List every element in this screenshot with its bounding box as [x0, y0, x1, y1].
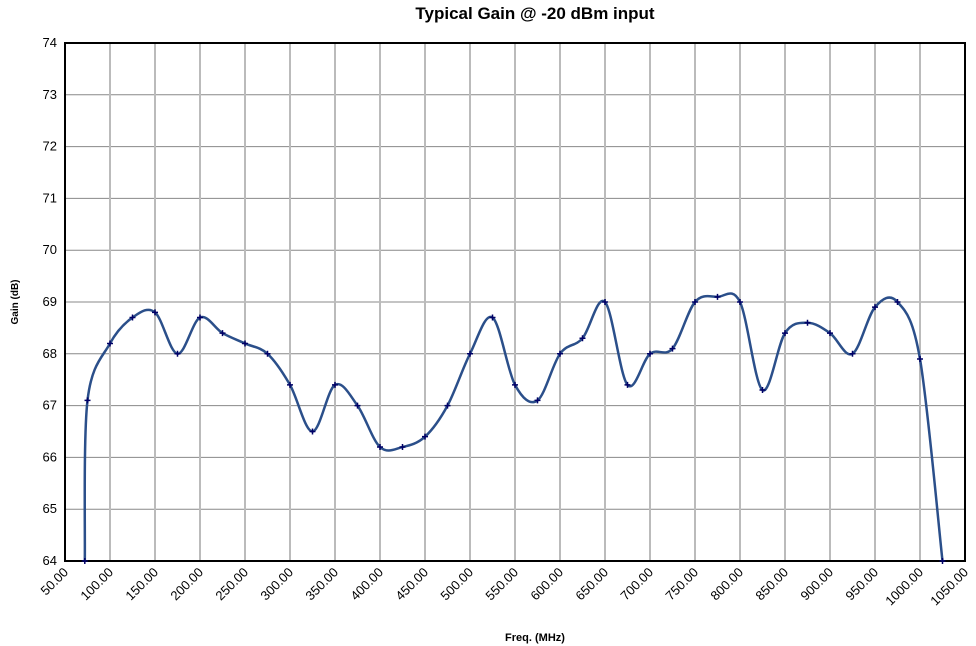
data-marker — [894, 299, 901, 305]
data-marker — [669, 345, 676, 352]
data-marker — [84, 397, 91, 404]
x-tick-label: 750.00 — [662, 565, 701, 604]
series-line — [83, 292, 944, 562]
data-marker — [534, 397, 541, 404]
x-tick-label: 900.00 — [797, 565, 836, 604]
data-marker — [804, 319, 811, 326]
x-tick-label: 800.00 — [707, 565, 746, 604]
x-tick-label: 50.00 — [38, 565, 72, 599]
data-marker — [849, 350, 856, 357]
x-tick-label: 200.00 — [167, 565, 206, 604]
y-tick-label: 66 — [43, 449, 57, 464]
y-tick-label: 72 — [43, 139, 57, 154]
y-tick-label: 64 — [43, 553, 57, 568]
x-tick-label: 500.00 — [437, 565, 476, 604]
y-tick-label: 68 — [43, 346, 57, 361]
x-tick-label: 850.00 — [752, 565, 791, 604]
x-axis-label: Freq. (MHz) — [505, 632, 565, 644]
data-marker — [444, 402, 451, 409]
y-tick-label: 70 — [43, 242, 57, 257]
y-tick-label: 65 — [43, 501, 57, 516]
y-axis-label: Gain (dB) — [10, 280, 21, 325]
data-marker — [692, 299, 698, 305]
data-marker — [174, 350, 181, 357]
data-marker — [197, 314, 203, 321]
x-tick-label: 400.00 — [347, 565, 386, 604]
data-marker — [714, 293, 721, 300]
data-marker — [309, 428, 316, 435]
data-marker — [917, 355, 923, 362]
data-marker — [827, 330, 833, 337]
x-tick-label: 450.00 — [392, 565, 431, 604]
data-marker — [624, 381, 631, 388]
data-marker — [264, 350, 271, 357]
x-tick-label: 550.00 — [482, 565, 521, 604]
y-tick-label: 71 — [43, 190, 57, 205]
data-marker — [152, 309, 158, 316]
data-marker — [242, 340, 248, 347]
data-marker — [602, 299, 608, 305]
y-tick-label: 74 — [43, 35, 57, 50]
x-tick-label: 100.00 — [77, 565, 116, 604]
data-marker — [759, 387, 766, 394]
x-tick-label: 1000.00 — [882, 565, 926, 609]
data-marker — [579, 335, 586, 342]
data-marker — [399, 444, 406, 451]
data-marker — [512, 381, 518, 388]
y-tick-label: 67 — [43, 398, 57, 413]
data-marker — [219, 330, 226, 337]
data-marker — [107, 340, 113, 347]
y-tick-label: 73 — [43, 87, 57, 102]
data-marker — [81, 558, 88, 564]
data-marker — [647, 350, 653, 357]
x-tick-label: 700.00 — [617, 565, 656, 604]
data-marker — [287, 381, 293, 388]
x-tick-label: 350.00 — [302, 565, 341, 604]
x-tick-label: 250.00 — [212, 565, 251, 604]
data-marker — [354, 402, 361, 409]
data-marker — [557, 350, 563, 357]
data-marker — [377, 444, 383, 451]
plot-frame — [64, 42, 966, 562]
x-tick-label: 150.00 — [122, 565, 161, 604]
chart-title: Typical Gain @ -20 dBm input — [415, 4, 655, 23]
x-tick-label: 1050.00 — [927, 565, 971, 609]
data-marker — [872, 304, 878, 311]
x-tick-label: 600.00 — [527, 565, 566, 604]
data-marker — [782, 330, 788, 337]
data-marker — [332, 381, 338, 388]
x-tick-label: 300.00 — [257, 565, 296, 604]
data-marker — [737, 299, 743, 305]
x-tick-label: 650.00 — [572, 565, 611, 604]
data-marker — [129, 314, 136, 321]
data-marker — [422, 433, 428, 440]
x-tick-label: 950.00 — [842, 565, 881, 604]
y-tick-label: 69 — [43, 294, 57, 309]
data-marker — [467, 350, 473, 357]
data-marker — [489, 314, 496, 321]
data-marker — [939, 558, 946, 564]
